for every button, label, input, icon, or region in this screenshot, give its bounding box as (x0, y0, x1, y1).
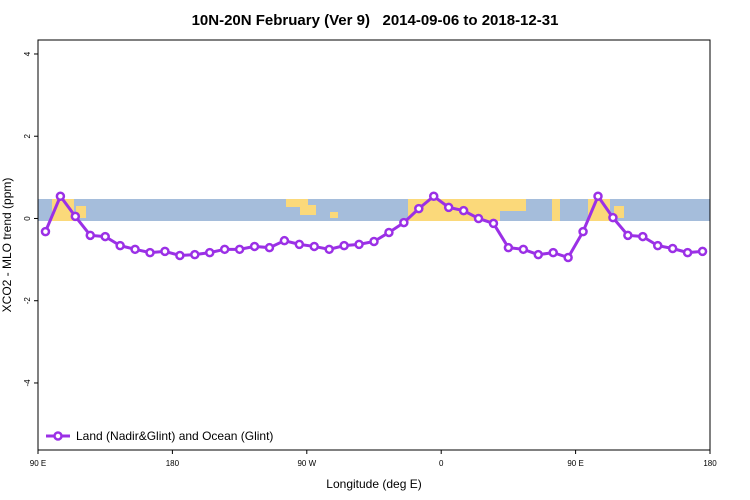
ocean-band (38, 199, 710, 221)
point (294, 239, 305, 250)
land-patch (76, 206, 86, 218)
point (443, 202, 454, 213)
x-tick-label: 90 E (30, 459, 46, 468)
x-tick-label: 180 (703, 459, 717, 468)
point (279, 235, 290, 246)
point (190, 249, 200, 260)
point (219, 244, 230, 255)
x-tick-label: 90 E (567, 459, 583, 468)
point (115, 240, 125, 251)
point (578, 226, 588, 237)
point (339, 240, 349, 251)
point (488, 218, 499, 229)
point (414, 203, 424, 214)
point (399, 217, 409, 228)
point (100, 231, 110, 242)
point (593, 191, 603, 202)
legend-marker (53, 431, 63, 441)
x-axis-label: Longitude (deg E) (326, 477, 421, 491)
point (40, 226, 51, 237)
land-patch (500, 199, 526, 211)
point (249, 241, 260, 252)
point (697, 246, 708, 257)
point (473, 213, 484, 224)
legend-label: Land (Nadir&Glint) and Ocean (Glint) (76, 429, 273, 443)
point (638, 231, 648, 242)
y-tick-label: 4 (23, 51, 32, 56)
point (264, 242, 275, 253)
plot-box (37, 39, 711, 451)
point (533, 249, 544, 260)
land-patch (330, 212, 338, 218)
point (130, 244, 140, 255)
point (234, 244, 245, 255)
y-axis-label: XCO2 - MLO trend (ppm) (0, 178, 14, 313)
point (503, 242, 514, 253)
y-tick-label: 0 (23, 216, 32, 221)
point (354, 239, 364, 250)
point (518, 244, 529, 255)
point (652, 240, 663, 251)
land-patch (552, 199, 560, 221)
point (160, 246, 170, 257)
point (175, 250, 185, 261)
point (548, 247, 558, 258)
point (204, 247, 215, 258)
y-tick-label: 2 (23, 133, 32, 138)
point (667, 243, 678, 254)
point (85, 230, 96, 241)
point (55, 191, 66, 202)
land-patch (300, 205, 316, 215)
point (70, 211, 81, 222)
y-tick-label: -2 (23, 297, 32, 305)
point (324, 244, 334, 255)
point (369, 236, 379, 247)
point (309, 241, 320, 252)
point (458, 205, 469, 216)
x-tick-label: 180 (166, 459, 180, 468)
point (563, 252, 573, 263)
point (428, 191, 439, 202)
chart-title: 10N-20N February (Ver 9) 2014-09-06 to 2… (192, 12, 559, 29)
point (682, 247, 693, 258)
land-patch (614, 206, 624, 218)
point (608, 212, 618, 223)
x-tick-label: 0 (439, 459, 444, 468)
land-patch (286, 199, 308, 207)
x-tick-label: 90 W (297, 459, 316, 468)
point (623, 230, 633, 241)
point (145, 247, 155, 258)
point (384, 227, 394, 238)
y-tick-label: -4 (23, 379, 32, 387)
